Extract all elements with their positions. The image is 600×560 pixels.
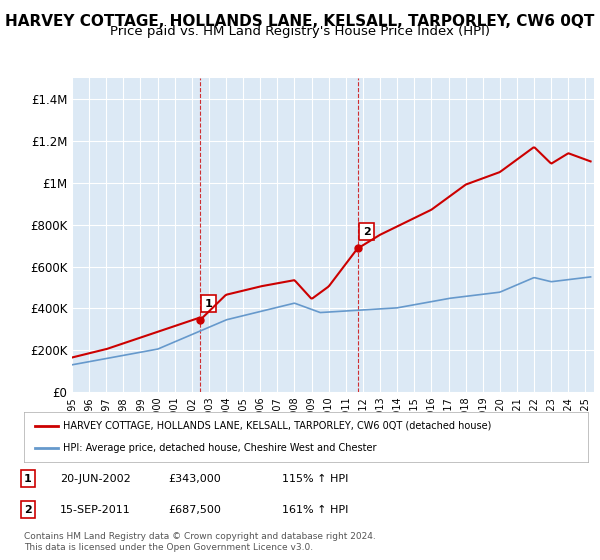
Text: Contains HM Land Registry data © Crown copyright and database right 2024.
This d: Contains HM Land Registry data © Crown c… — [24, 532, 376, 552]
Text: 115% ↑ HPI: 115% ↑ HPI — [282, 474, 349, 484]
Text: Price paid vs. HM Land Registry's House Price Index (HPI): Price paid vs. HM Land Registry's House … — [110, 25, 490, 38]
Text: £687,500: £687,500 — [168, 505, 221, 515]
Text: 20-JUN-2002: 20-JUN-2002 — [60, 474, 131, 484]
Text: £343,000: £343,000 — [168, 474, 221, 484]
Text: 2: 2 — [362, 227, 370, 236]
Text: HARVEY COTTAGE, HOLLANDS LANE, KELSALL, TARPORLEY, CW6 0QT: HARVEY COTTAGE, HOLLANDS LANE, KELSALL, … — [5, 14, 595, 29]
Text: 161% ↑ HPI: 161% ↑ HPI — [282, 505, 349, 515]
Text: HPI: Average price, detached house, Cheshire West and Chester: HPI: Average price, detached house, Ches… — [64, 443, 377, 453]
Text: 15-SEP-2011: 15-SEP-2011 — [60, 505, 131, 515]
Text: 1: 1 — [205, 298, 212, 309]
Text: 2: 2 — [24, 505, 32, 515]
Text: HARVEY COTTAGE, HOLLANDS LANE, KELSALL, TARPORLEY, CW6 0QT (detached house): HARVEY COTTAGE, HOLLANDS LANE, KELSALL, … — [64, 421, 492, 431]
Text: 1: 1 — [24, 474, 32, 484]
